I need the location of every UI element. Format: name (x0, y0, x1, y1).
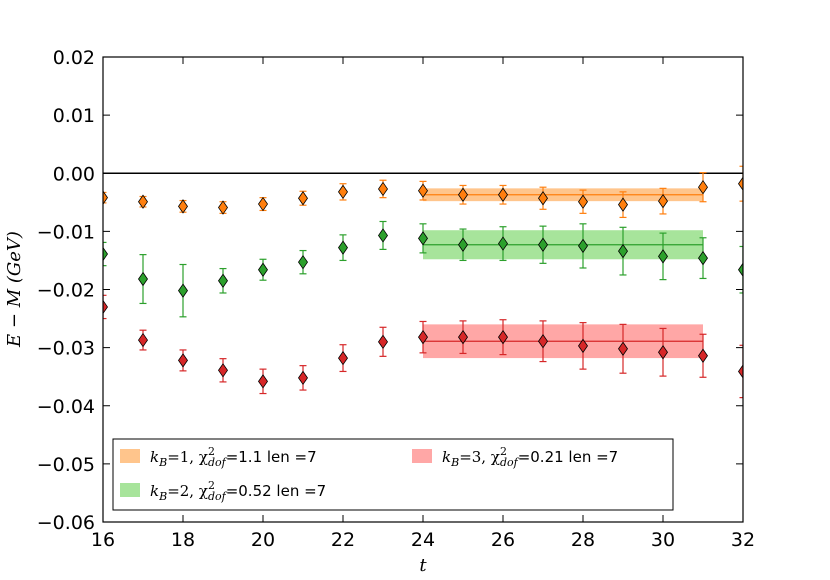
legend: kB=1, χ2 dof=1.1 len =7 kB=2, χ2 dof=0.52 l… (112, 438, 674, 511)
y-tick-label: −0.02 (37, 280, 95, 302)
data-point (418, 183, 428, 198)
data-point (338, 240, 348, 255)
data-point (738, 176, 743, 191)
data-point (498, 187, 508, 202)
data-point (418, 231, 428, 246)
data-point (738, 364, 743, 379)
data-point (258, 374, 268, 389)
data-point (178, 283, 188, 298)
data-point (458, 237, 468, 252)
data-point (538, 237, 548, 252)
data-point (458, 329, 468, 345)
series-2 (103, 220, 743, 318)
x-tick-label: 32 (731, 529, 755, 551)
x-tick-label: 18 (171, 529, 195, 551)
data-point (138, 332, 148, 348)
data-point (103, 299, 108, 315)
data-point (338, 350, 348, 366)
data-point (298, 191, 308, 206)
y-tick-label: 0.00 (53, 163, 95, 185)
y-tick-label: −0.01 (37, 221, 95, 243)
legend-swatch-3 (412, 449, 432, 463)
data-point (298, 254, 308, 270)
data-point (338, 184, 348, 200)
data-series (103, 165, 743, 399)
data-point (618, 341, 628, 356)
data-point (103, 246, 108, 262)
y-tick-label: 0.01 (53, 105, 95, 127)
data-point (698, 250, 708, 266)
data-point (538, 191, 548, 206)
data-point (378, 228, 388, 243)
legend-swatch-1 (120, 449, 140, 463)
y-tick-label: −0.04 (37, 396, 95, 418)
data-point (258, 262, 268, 277)
data-point (578, 194, 588, 209)
series-1 (103, 165, 743, 219)
data-point (418, 329, 428, 345)
data-point (738, 262, 743, 277)
data-point (378, 334, 388, 350)
data-point (498, 236, 508, 251)
legend-swatch-2 (120, 483, 140, 497)
legend-box (112, 438, 674, 511)
data-point (218, 200, 228, 215)
x-axis-label: t (419, 555, 427, 576)
legend-label-1: kB=1, χ2 dof=1.1 len =7 (150, 445, 317, 469)
x-tick-label: 20 (251, 529, 275, 551)
legend-label-3: kB=3, χ2 dof=0.21 len =7 (442, 445, 618, 469)
y-tick-label: −0.06 (37, 512, 95, 534)
data-point (378, 181, 388, 197)
data-point (618, 197, 628, 212)
legend-label-2: kB=2, χ2 dof=0.52 len =7 (150, 479, 326, 503)
y-tick-label: 0.02 (53, 47, 95, 69)
data-point (618, 243, 628, 259)
x-tick-label: 16 (91, 529, 115, 551)
x-tick-label: 24 (411, 529, 435, 551)
x-tick-label: 22 (331, 529, 355, 551)
x-tick-label: 26 (491, 529, 515, 551)
y-tick-label: −0.05 (37, 454, 95, 476)
y-axis-label: E − M (GeV) (4, 231, 25, 348)
data-point (698, 348, 708, 363)
tick-labels: 16 18 20 22 24 26 28 30 32 0.02 0.01 0.00 −0.01 −0.02… (37, 47, 755, 551)
data-point (658, 193, 668, 209)
data-point (178, 353, 188, 368)
data-point (218, 273, 228, 288)
data-point (698, 179, 708, 195)
data-point (178, 199, 188, 214)
plot-frame (102, 56, 744, 523)
x-tick-label: 28 (571, 529, 595, 551)
data-point (298, 370, 308, 386)
data-point (658, 249, 668, 264)
data-point (538, 334, 548, 349)
data-point (138, 194, 148, 209)
data-point (498, 329, 508, 345)
series-3 (103, 294, 743, 399)
data-point (578, 338, 588, 354)
data-point (578, 238, 588, 254)
data-point (218, 363, 228, 378)
data-point (258, 196, 268, 212)
data-point (458, 187, 468, 202)
y-tick-label: −0.03 (37, 338, 95, 360)
data-point (103, 190, 108, 205)
x-tick-label: 30 (651, 529, 675, 551)
data-point (658, 345, 668, 360)
fit-bands (423, 188, 703, 359)
data-point (138, 271, 148, 287)
